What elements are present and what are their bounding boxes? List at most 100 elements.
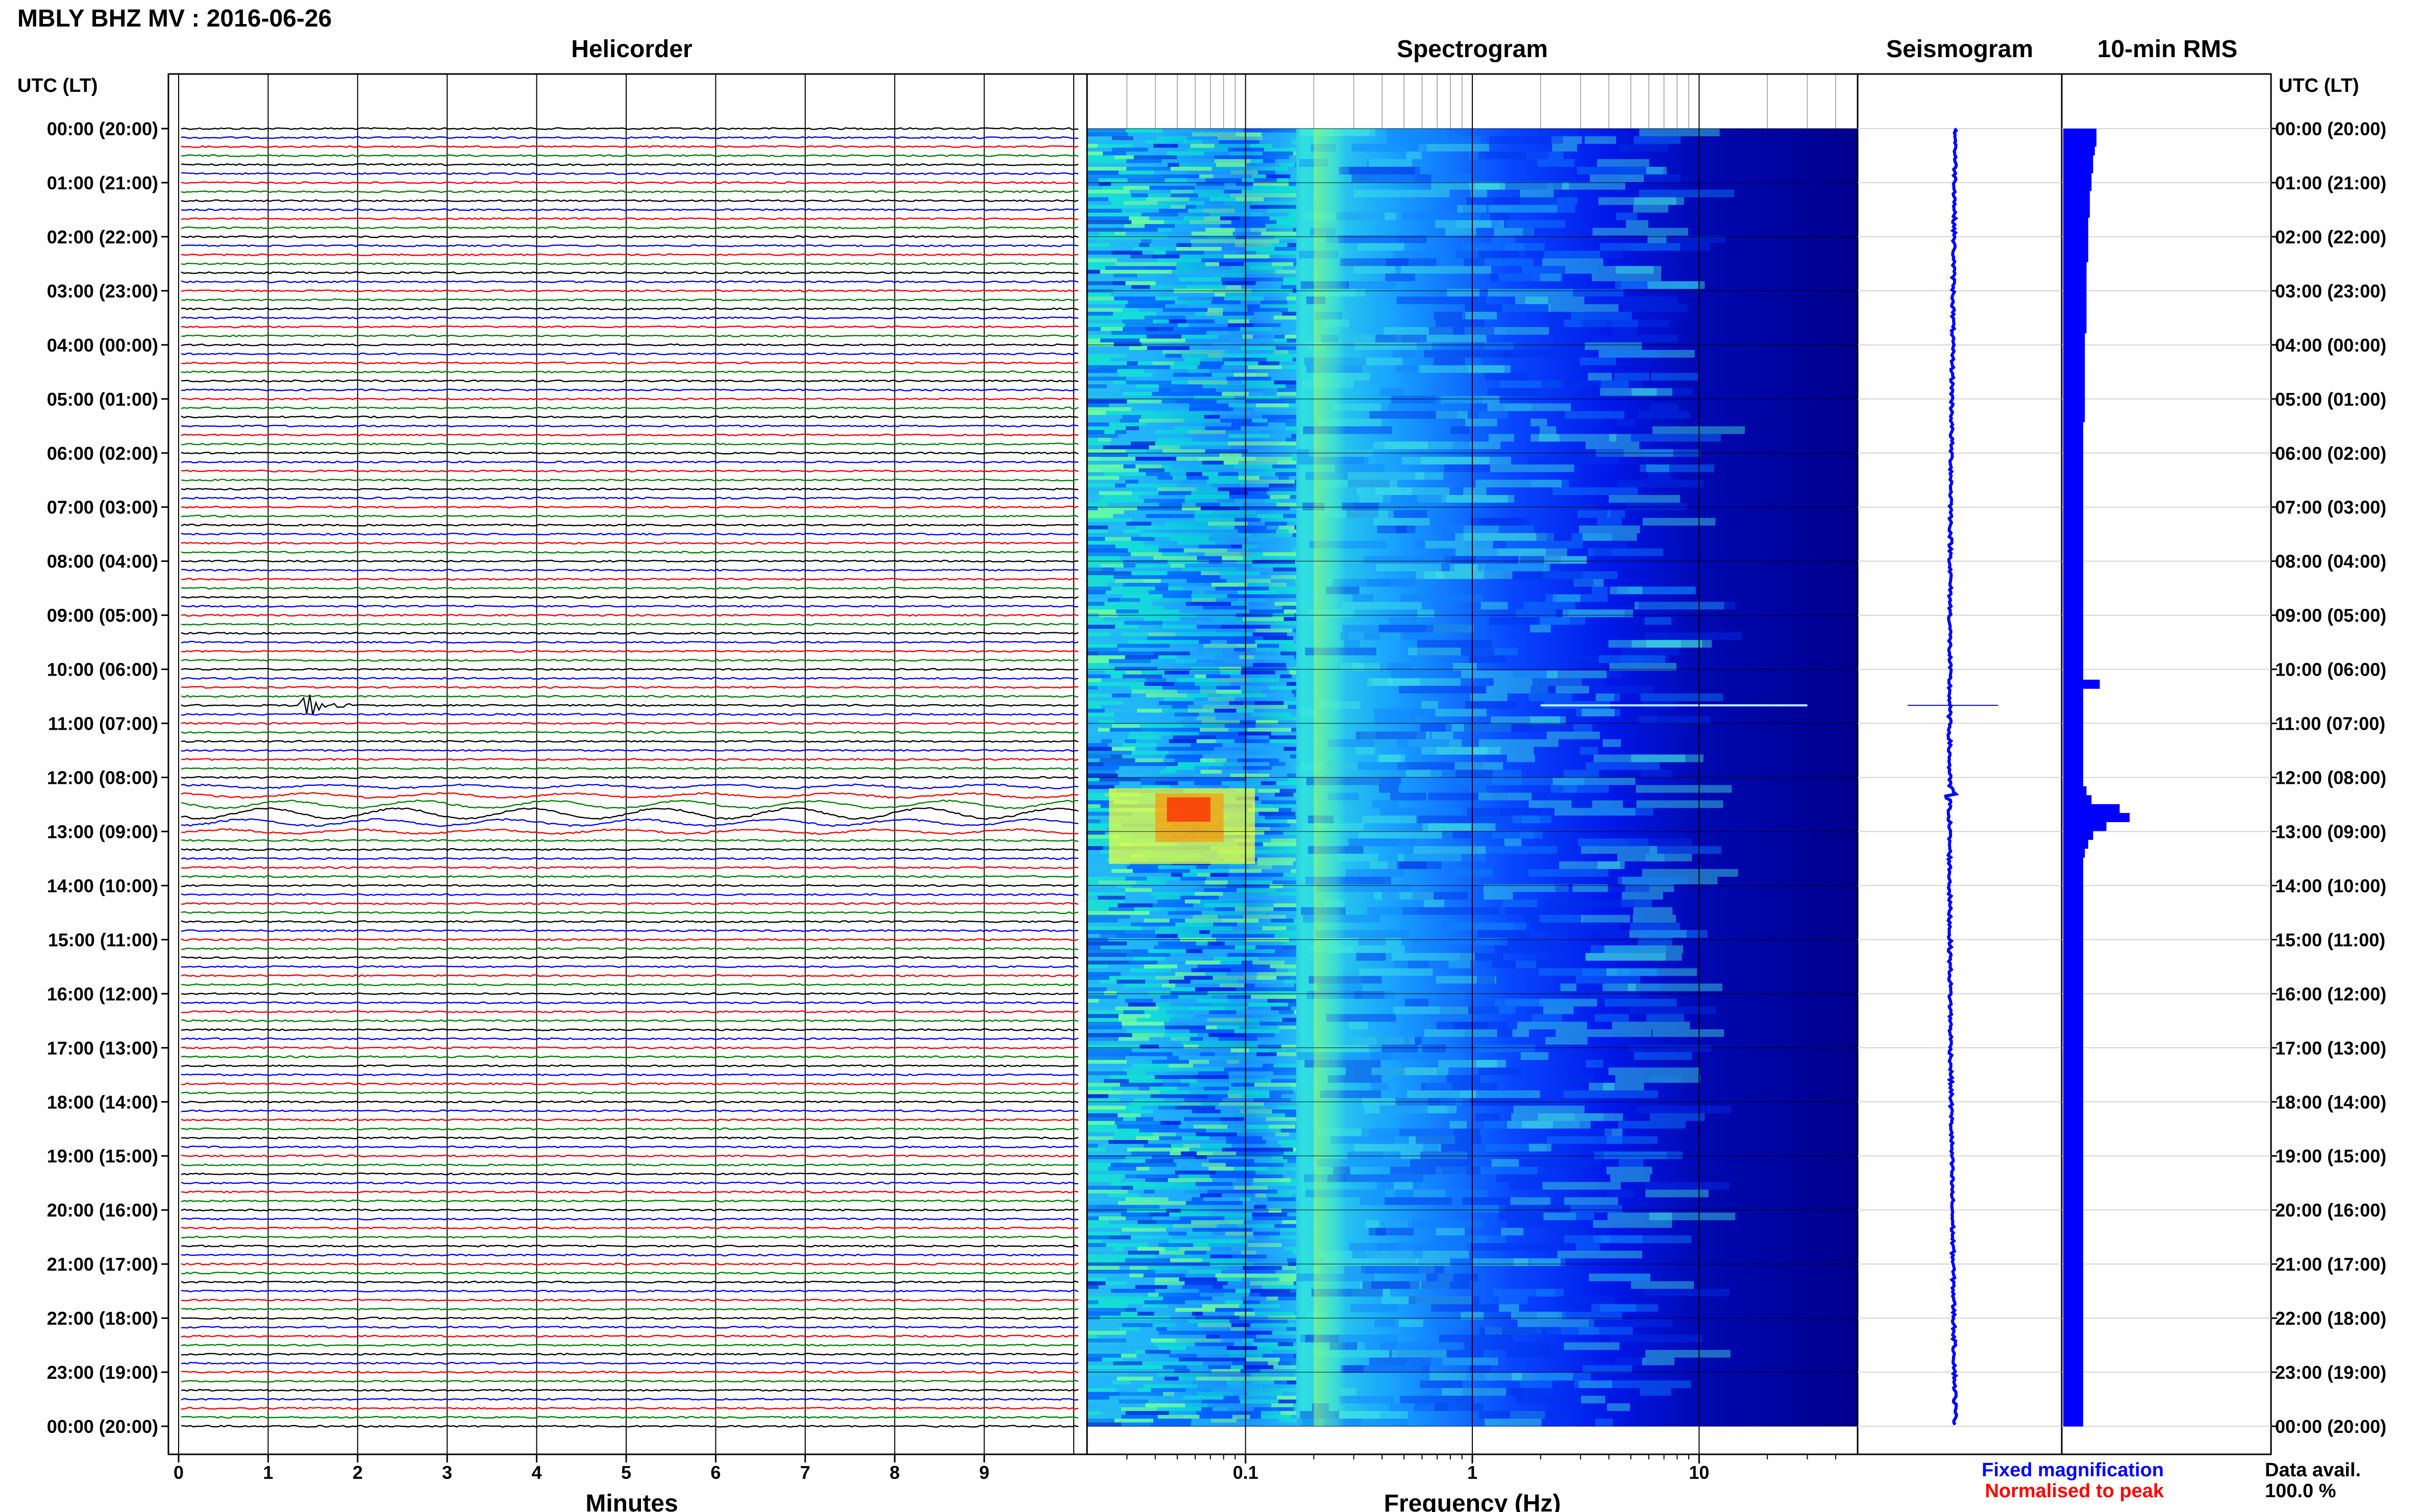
spectrogram-cell xyxy=(1260,674,1280,679)
spectrogram-cell xyxy=(1270,1235,1296,1240)
spectrogram-cell xyxy=(1407,1090,1476,1098)
spectrogram-cell xyxy=(1579,525,1640,533)
spectrogram-cell xyxy=(1617,166,1662,175)
spectrogram-cell xyxy=(1598,197,1676,205)
spectrogram-cell xyxy=(1155,1125,1179,1129)
spectrogram-cell xyxy=(1578,1327,1633,1335)
spectrogram-cell xyxy=(1634,197,1684,205)
rms-bar xyxy=(2063,1017,2083,1027)
rms-bar xyxy=(2063,848,2085,858)
spectrogram-cell xyxy=(1120,949,1131,953)
spectrogram-cell xyxy=(1216,686,1241,690)
spectrogram-cell xyxy=(1190,1369,1212,1373)
time-tick-left: 19:00 (15:00) xyxy=(47,1146,158,1167)
spectrogram-cell xyxy=(1295,163,1296,167)
spectrogram-cell xyxy=(1634,602,1724,610)
spectrogram-cell xyxy=(1275,159,1296,163)
spectrogram-cell xyxy=(1470,517,1529,526)
helicorder-trace xyxy=(181,244,1079,247)
helicorder-trace xyxy=(181,1416,1079,1419)
rms-bar xyxy=(2063,449,2083,458)
spectrogram-cell xyxy=(1087,243,1110,247)
spectrogram-cell xyxy=(1132,163,1168,167)
spectrogram-cell xyxy=(1167,777,1211,782)
spectrogram-cell xyxy=(1292,533,1296,537)
spectrogram-cell xyxy=(1609,434,1631,442)
time-tick-right: 12:00 (08:00) xyxy=(2275,767,2386,788)
spectrogram-cell xyxy=(1210,930,1238,934)
spectrogram-cell xyxy=(1470,693,1508,701)
spectrogram-cell xyxy=(1194,1155,1207,1159)
spectrogram-cell xyxy=(1087,1239,1103,1244)
spectrogram-cell xyxy=(1153,1319,1169,1324)
spectrogram-cell xyxy=(1087,1105,1126,1110)
spectrogram-cell xyxy=(1227,540,1256,545)
spectrogram-cell xyxy=(1184,1250,1206,1255)
helicorder-trace xyxy=(181,893,1079,896)
spectrogram-cell xyxy=(1215,1308,1253,1312)
spectrogram-cell xyxy=(1639,129,1720,136)
spectrogram-cell xyxy=(1142,258,1157,263)
spectrogram-cell xyxy=(1087,1311,1121,1316)
spectrogram-cell xyxy=(1175,907,1215,911)
spectrogram-cell xyxy=(1129,1266,1148,1270)
spectrogram-cell xyxy=(1130,686,1163,690)
spectrogram-cell xyxy=(1499,1205,1559,1213)
spectrogram-cell xyxy=(1288,319,1296,324)
spectrogram-cell xyxy=(1174,1369,1190,1373)
rms-bar xyxy=(2063,1266,2083,1276)
spectrogram-cell xyxy=(1479,1327,1562,1335)
spectrogram-cell xyxy=(1153,319,1169,324)
spectrogram-cell xyxy=(1212,166,1234,171)
spectrogram-cell xyxy=(1158,991,1171,996)
spectrogram-cell xyxy=(1493,1288,1555,1297)
helicorder-trace xyxy=(181,1406,1079,1410)
spectrogram-cell xyxy=(1642,1357,1674,1366)
spectrogram-cell xyxy=(1450,426,1470,434)
rms-bar xyxy=(2063,431,2083,440)
spectrogram-cell xyxy=(1087,1296,1133,1301)
rms-bar xyxy=(2063,1088,2083,1098)
spectrogram-cell xyxy=(1158,548,1184,553)
spectrogram-cell xyxy=(1234,739,1270,743)
spectrogram-cell xyxy=(1159,701,1194,705)
spectrogram-cell xyxy=(1246,873,1283,877)
spectrogram-cell xyxy=(1293,1216,1296,1221)
spectrogram-cell xyxy=(1181,480,1192,484)
spectrogram-cell xyxy=(1541,380,1584,388)
spectrogram-cell xyxy=(1132,246,1176,251)
spectrogram-cell xyxy=(1114,487,1157,491)
spectrogram-cell xyxy=(1160,1037,1171,1041)
spectrogram-cell xyxy=(1087,163,1132,167)
spectrogram-cell xyxy=(1192,132,1236,137)
spectrogram-cell xyxy=(1426,1273,1478,1281)
spectrogram-cell xyxy=(1242,1380,1253,1385)
spectrogram-cell xyxy=(1139,468,1165,473)
spectrogram-cell xyxy=(1291,434,1296,438)
helicorder-trace xyxy=(181,1136,1079,1139)
spectrogram-cell xyxy=(1402,907,1500,915)
spectrogram-cell xyxy=(1220,960,1242,965)
time-tick-left: 16:00 (12:00) xyxy=(47,983,158,1004)
rms-bar xyxy=(2063,1097,2083,1107)
spectrogram-cell xyxy=(1205,972,1227,976)
spectrogram-cell xyxy=(1155,930,1199,934)
spectrogram-cell xyxy=(1125,930,1155,934)
spectrogram-cell xyxy=(1193,1243,1209,1247)
helicorder-trace xyxy=(181,172,1079,176)
spectrogram-cell xyxy=(1220,216,1240,220)
spectrogram-cell xyxy=(1115,544,1145,549)
spectrogram-cell xyxy=(1268,1208,1282,1213)
rms-bar xyxy=(2063,439,2083,449)
helicorder-trace xyxy=(181,749,1079,752)
spectrogram-cell xyxy=(1172,1235,1218,1240)
spectrogram-cell xyxy=(1184,919,1223,923)
spectrogram-cell xyxy=(1276,529,1289,534)
spectrogram-cell xyxy=(1136,384,1159,388)
spectrogram-cell xyxy=(1124,621,1163,625)
spectrogram-cell xyxy=(1509,1182,1595,1190)
spectrogram-cell xyxy=(1640,716,1710,724)
spectrogram-cell xyxy=(1152,888,1193,893)
helicorder-trace xyxy=(181,1145,1079,1149)
spectrogram-cell xyxy=(1236,877,1272,881)
